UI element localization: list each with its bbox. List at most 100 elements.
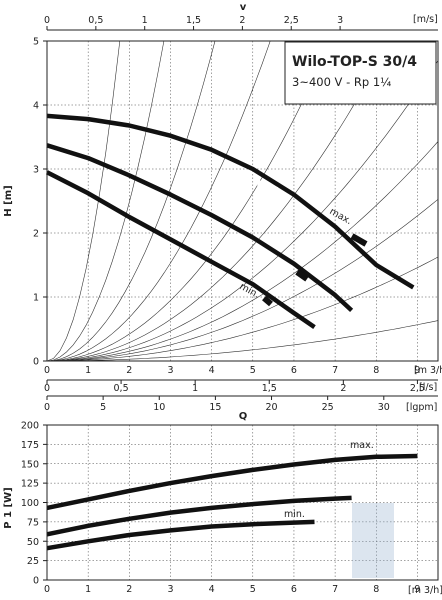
- power-flow-tick-label: 5: [250, 584, 256, 595]
- power-flow-tick-label: 2: [126, 584, 132, 595]
- velocity-tick-label: 3: [337, 15, 343, 26]
- flow-tick-label-ls: 1: [192, 383, 198, 394]
- velocity-tick-label: 2,5: [284, 15, 299, 26]
- flow-tick-label-m3h: 7: [332, 365, 338, 376]
- power-flow-tick-label: 1: [85, 584, 91, 595]
- power-curve-3: [46, 519, 315, 551]
- title-box: Wilo-TOP-S 30/4 3~400 V - Rp 1¼: [284, 41, 437, 105]
- power-flow-tick-label: 7: [332, 584, 338, 595]
- power-chart-grid: [47, 425, 438, 580]
- power-tick-label: 175: [21, 440, 39, 451]
- power-tick-label: 125: [21, 479, 39, 490]
- power-max-label: max.: [350, 440, 374, 451]
- velocity-tick-label: 0,5: [88, 15, 103, 26]
- power-curve-1: [46, 453, 418, 511]
- power-tick-label: 25: [27, 556, 39, 567]
- flow-tick-label-lgpm: 30: [378, 402, 390, 413]
- velocity-tick-label: 1: [142, 15, 148, 26]
- head-curve-2: [46, 143, 354, 313]
- power-tick-label: 200: [21, 421, 39, 432]
- flow-tick-label-m3h: 6: [291, 365, 297, 376]
- system-curve: [47, 256, 439, 362]
- head-tick-label: 1: [33, 293, 39, 304]
- power-axis: 0 25 50 75 100 125 150 175 200: [21, 421, 47, 587]
- operating-marker: [295, 269, 309, 282]
- system-curve: [46, 40, 165, 362]
- flow-tick-label-lgpm: 5: [100, 402, 106, 413]
- flow-tick-label-ls: 2,5: [410, 383, 425, 394]
- flow-tick-label-lgpm: 0: [44, 402, 50, 413]
- flow-tick-label-m3h: 4: [209, 365, 215, 376]
- flow-tick-label-m3h: 1: [85, 365, 91, 376]
- head-curves: [45, 113, 415, 329]
- flow-tick-label-m3h: 0: [44, 365, 50, 376]
- velocity-axis-unit: [m/s]: [413, 14, 438, 25]
- head-axis-label: H [m]: [3, 185, 14, 216]
- velocity-tick-label: 1,5: [186, 15, 201, 26]
- flow-tick-label-lgpm: 20: [265, 402, 277, 413]
- power-flow-tick-label: 8: [373, 584, 379, 595]
- power-curves: [46, 453, 418, 551]
- system-curve: [47, 199, 439, 362]
- head-chart-frame: [46, 40, 439, 362]
- power-tick-label: 100: [21, 498, 39, 509]
- power-flow-tick-label: 0: [44, 584, 50, 595]
- chart-title: Wilo-TOP-S 30/4: [292, 54, 417, 70]
- head-tick-label: 5: [33, 37, 39, 48]
- system-curve: [47, 320, 439, 362]
- head-axis: 0 1 2 3 4 5: [33, 37, 47, 368]
- flow-tick-label-ls: 0,5: [114, 383, 129, 394]
- power-tick-label: 0: [33, 576, 39, 587]
- flow-tick-label-m3h: 3: [167, 365, 173, 376]
- power-flow-axis: 0 1 2 3 4 5 6 7 8 9: [44, 584, 420, 595]
- head-tick-label: 4: [33, 101, 39, 112]
- head-tick-label: 0: [33, 357, 39, 368]
- flow-tick-label-ls: 2: [340, 383, 346, 394]
- system-curve: [46, 40, 332, 362]
- power-tick-label: 50: [27, 537, 39, 548]
- power-flow-tick-label: 9: [414, 584, 420, 595]
- head-curve-1: [46, 113, 415, 290]
- velocity-tick-label: 2: [239, 15, 245, 26]
- power-curve-2: [46, 495, 352, 537]
- power-tick-label: 150: [21, 459, 39, 470]
- system-curve: [46, 141, 439, 362]
- flow-axis-unit-ls: [l/s]: [419, 382, 437, 393]
- power-min-label: min.: [284, 509, 305, 520]
- flow-axes: 0 1 2 3 4 5 6 7 8 9 0 0,5 1 1,5 2 2,5 0 5 10 15 20 25 30: [44, 365, 438, 413]
- system-curve: [46, 40, 391, 362]
- system-curve: [46, 40, 121, 362]
- flow-tick-label-m3h: 8: [373, 365, 379, 376]
- system-curve: [46, 40, 216, 362]
- power-flow-tick-label: 4: [209, 584, 215, 595]
- system-curves: [46, 40, 439, 362]
- velocity-tick-label: 0: [44, 15, 50, 26]
- system-curve: [46, 40, 271, 362]
- flow-tick-label-lgpm: 15: [209, 402, 221, 413]
- flow-tick-label-lgpm: 10: [153, 402, 165, 413]
- flow-axis-unit-m3h: [m 3/h]: [414, 365, 442, 376]
- head-tick-label: 2: [33, 229, 39, 240]
- system-curve: [46, 60, 439, 362]
- operating-marker: [350, 233, 368, 247]
- velocity-axis-label: v: [240, 2, 247, 13]
- flow-tick-label-ls: 0: [44, 383, 50, 394]
- power-tick-label: 75: [27, 517, 39, 528]
- flow-axis-unit-lgpm: [lgpm]: [406, 402, 437, 413]
- flow-tick-label-lgpm: 25: [322, 402, 334, 413]
- power-flow-tick-label: 6: [291, 584, 297, 595]
- flow-tick-label-ls: 1,5: [262, 383, 277, 394]
- flow-tick-label-m3h: 2: [126, 365, 132, 376]
- flow-axis-label: Q: [239, 411, 248, 422]
- power-flow-tick-label: 3: [167, 584, 173, 595]
- efficiency-overlay: [352, 503, 394, 578]
- flow-tick-label-m3h: 9: [414, 365, 420, 376]
- flow-tick-label-m3h: 5: [250, 365, 256, 376]
- head-curve-3: [45, 170, 316, 329]
- curve-gap: [257, 180, 269, 189]
- velocity-axis: 0 0,5 1 1,5 2 2,5 3: [44, 15, 438, 31]
- power-axis-label: P 1 [W]: [3, 487, 14, 528]
- head-tick-label: 3: [33, 165, 39, 176]
- chart-subtitle: 3~400 V - Rp 1¼: [292, 75, 391, 89]
- curve-gap: [270, 185, 279, 193]
